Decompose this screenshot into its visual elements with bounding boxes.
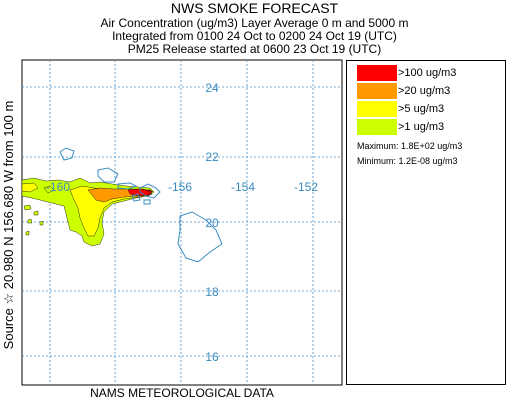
coast-maui xyxy=(139,183,161,199)
lat-label: 18 xyxy=(205,285,219,299)
lon-label: -154 xyxy=(231,180,255,194)
legend-swatch xyxy=(357,83,397,99)
coastlines xyxy=(59,147,223,263)
source-star-icon: ☆ xyxy=(146,188,154,198)
legend: >100 ug/m3 >20 ug/m3 >5 ug/m3 >1 ug/m3 M… xyxy=(346,60,506,385)
legend-swatch xyxy=(357,65,397,81)
map-title: NWS SMOKE FORECAST xyxy=(170,0,339,16)
legend-label: >1 ug/m3 xyxy=(398,121,445,133)
data-source-footer: NAMS METEOROLOGICAL DATA xyxy=(90,386,274,400)
legend-label: >5 ug/m3 xyxy=(398,103,445,115)
coast-molokai xyxy=(117,182,138,190)
subtitle-release: PM25 Release started at 0600 23 Oct 19 (… xyxy=(127,42,382,56)
legend-label: >20 ug/m3 xyxy=(398,85,451,97)
lat-label: 16 xyxy=(205,350,219,364)
coast-kahoolawe xyxy=(143,199,151,205)
lat-label: 22 xyxy=(205,150,219,164)
subtitle-integration: Integrated from 0100 24 Oct to 0200 24 O… xyxy=(112,29,397,43)
coast-hawaii xyxy=(177,211,223,263)
legend-swatch xyxy=(357,119,397,135)
lon-label: -156 xyxy=(168,180,192,194)
subtitle-layer: Air Concentration (ug/m3) Layer Average … xyxy=(100,16,409,30)
coast-lanai xyxy=(131,193,141,202)
legend-swatch xyxy=(357,101,397,117)
lat-label: 24 xyxy=(205,81,219,95)
legend-minimum: Minimum: 1.2E-08 ug/m3 xyxy=(357,156,458,166)
lat-label: 20 xyxy=(205,216,219,230)
lon-label: -160 xyxy=(46,180,70,194)
lon-label: -152 xyxy=(294,180,318,194)
legend-label: >100 ug/m3 xyxy=(398,67,457,79)
legend-maximum: Maximum: 1.8E+02 ug/m3 xyxy=(357,141,463,151)
coast-oahu xyxy=(97,167,119,183)
coast-kauai xyxy=(59,147,75,161)
